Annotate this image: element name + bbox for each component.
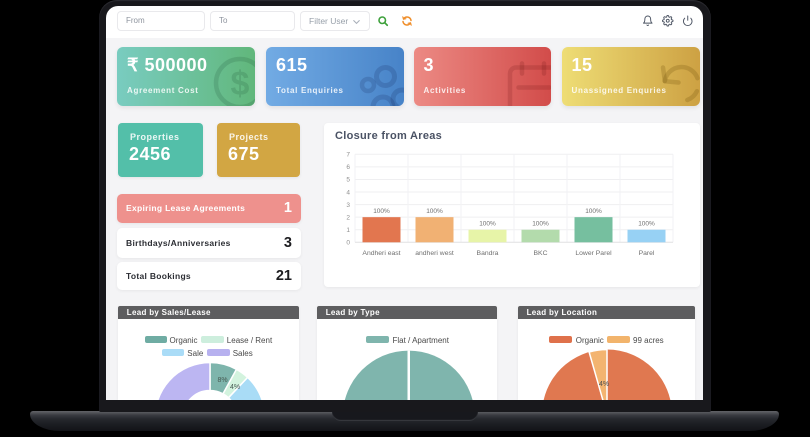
svg-text:0: 0	[346, 240, 350, 247]
svg-text:1: 1	[346, 227, 350, 234]
svg-text:100%: 100%	[585, 208, 602, 215]
svg-text:6: 6	[346, 164, 350, 171]
svg-text:100%: 100%	[479, 221, 496, 228]
svg-text:5: 5	[346, 177, 350, 184]
svg-text:Lower Parel: Lower Parel	[575, 250, 612, 257]
svg-text:Parel: Parel	[639, 250, 655, 257]
svg-text:4%: 4%	[599, 381, 609, 388]
svg-text:$: $	[230, 65, 249, 103]
svg-text:BKC: BKC	[534, 250, 548, 257]
svg-text:andheri west: andheri west	[415, 250, 454, 257]
svg-text:100%: 100%	[426, 208, 443, 215]
svg-text:100%: 100%	[532, 221, 549, 228]
svg-text:Bandra: Bandra	[477, 250, 499, 257]
svg-text:7: 7	[346, 152, 350, 159]
svg-text:100%: 100%	[373, 208, 390, 215]
svg-text:100%: 100%	[638, 221, 655, 228]
svg-text:3: 3	[346, 202, 350, 209]
svg-text:4%: 4%	[230, 384, 240, 391]
svg-text:2: 2	[346, 215, 350, 222]
svg-text:Andheri east: Andheri east	[362, 250, 400, 257]
svg-text:8%: 8%	[217, 377, 227, 384]
svg-text:4: 4	[346, 189, 350, 196]
